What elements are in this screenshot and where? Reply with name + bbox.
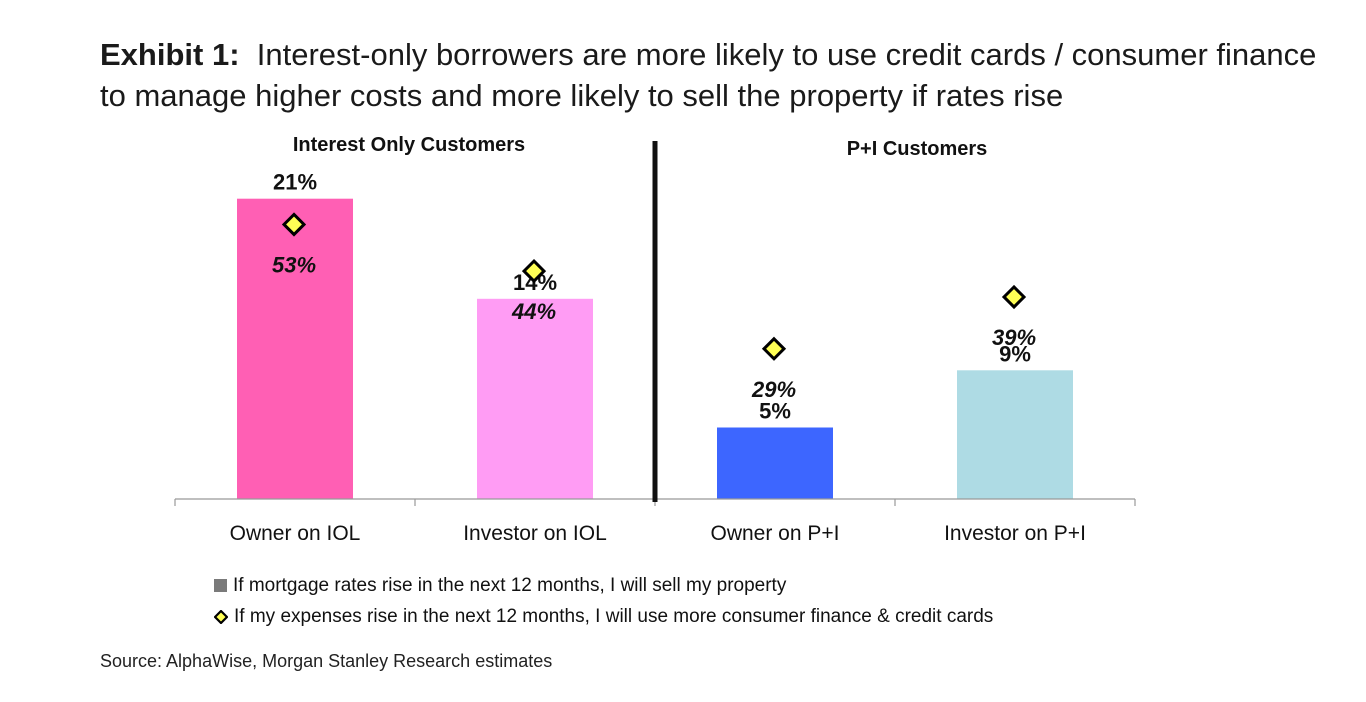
legend-label-sell: If mortgage rates rise in the next 12 mo… — [233, 574, 787, 596]
diamond-marker-3 — [761, 336, 787, 361]
diamond-value-label-3: 29% — [751, 377, 796, 402]
diamond-marker-4 — [1001, 284, 1027, 310]
bar-value-label-4: 9% — [999, 341, 1031, 366]
diamond-value-label-4: 39% — [992, 325, 1036, 350]
legend-item-credit: If my expenses rise in the next 12 month… — [214, 601, 993, 632]
bar-1 — [237, 198, 353, 499]
legend-swatch-bar — [214, 579, 227, 592]
legend: If mortgage rates rise in the next 12 mo… — [214, 570, 993, 632]
panel-title-interest-only: Interest Only Customers — [293, 134, 525, 156]
x-tick-label-2: Investor on IOL — [463, 522, 607, 545]
diamond-value-label-2: 44% — [511, 299, 556, 324]
title-text: Interest-only borrowers are more likely … — [100, 37, 1317, 113]
panel-title-pi: P+I Customers — [847, 138, 988, 160]
bar-value-label-3: 5% — [759, 399, 791, 424]
diamond-marker-1 — [281, 212, 307, 237]
legend-item-sell: If mortgage rates rise in the next 12 mo… — [214, 570, 993, 601]
diamond-value-label-1: 53% — [272, 252, 316, 277]
chart-title: Exhibit 1: Interest-only borrowers are m… — [100, 34, 1330, 116]
diamond-marker-2 — [521, 258, 547, 284]
x-tick-label-1: Owner on IOL — [230, 522, 361, 545]
legend-diamond-icon — [214, 609, 228, 624]
bar-2 — [477, 298, 593, 499]
x-tick-label-3: Owner on P+I — [711, 522, 840, 545]
source-note: Source: AlphaWise, Morgan Stanley Resear… — [100, 651, 553, 671]
bar-4 — [957, 370, 1073, 499]
legend-label-credit: If my expenses rise in the next 12 month… — [234, 605, 994, 627]
bar-3 — [717, 427, 833, 499]
x-tick-label-4: Investor on P+I — [944, 522, 1086, 545]
exhibit-number: Exhibit 1: — [100, 37, 240, 72]
bar-value-label-1: 21% — [273, 170, 317, 195]
